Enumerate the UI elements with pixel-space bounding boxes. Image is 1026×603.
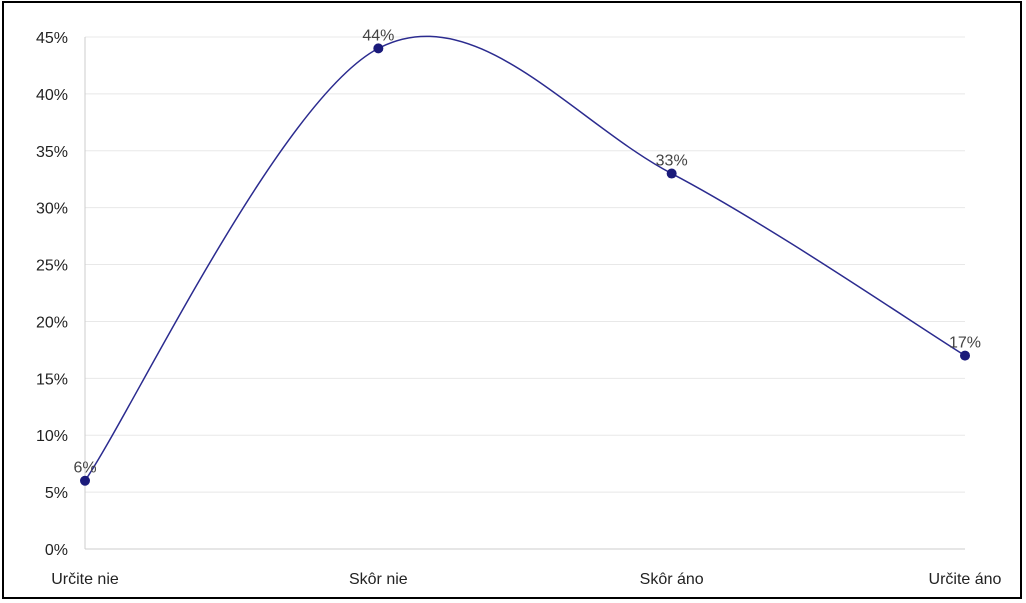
data-point	[666, 168, 677, 179]
axes	[84, 37, 965, 550]
series-line	[84, 35, 966, 482]
data-point	[80, 475, 90, 486]
y-tick-label: 15%	[36, 371, 68, 388]
x-tick-label: Skôr nie	[349, 571, 408, 588]
data-labels: 6% 44% 33% 17%	[73, 27, 981, 476]
data-point	[373, 43, 384, 54]
y-tick-label: 25%	[36, 258, 68, 275]
grid-lines	[85, 36, 965, 493]
y-tick-label: 35%	[36, 144, 68, 161]
y-tick-label: 0%	[45, 542, 68, 559]
y-tick-label: 40%	[36, 87, 68, 104]
data-label: 6%	[73, 460, 96, 477]
data-label: 33%	[656, 153, 688, 170]
data-points	[80, 43, 970, 486]
y-tick-label: 30%	[36, 201, 68, 218]
x-axis-ticks: Určite nie Skôr nie Skôr áno Určite áno	[51, 571, 1001, 588]
x-tick-label: Skôr áno	[640, 571, 704, 588]
y-tick-label: 45%	[36, 30, 68, 47]
y-tick-label: 10%	[36, 428, 68, 445]
x-tick-label: Určite áno	[929, 571, 1002, 588]
data-label: 17%	[949, 335, 981, 352]
y-axis-ticks: 0% 5% 10% 15% 20% 25% 30% 35% 40% 45%	[36, 30, 68, 559]
y-tick-label: 5%	[45, 485, 68, 502]
data-label: 44%	[362, 27, 394, 44]
series-line-layer	[84, 35, 966, 482]
x-tick-label: Určite nie	[51, 571, 119, 588]
data-point	[960, 350, 970, 361]
y-tick-label: 20%	[36, 314, 68, 331]
